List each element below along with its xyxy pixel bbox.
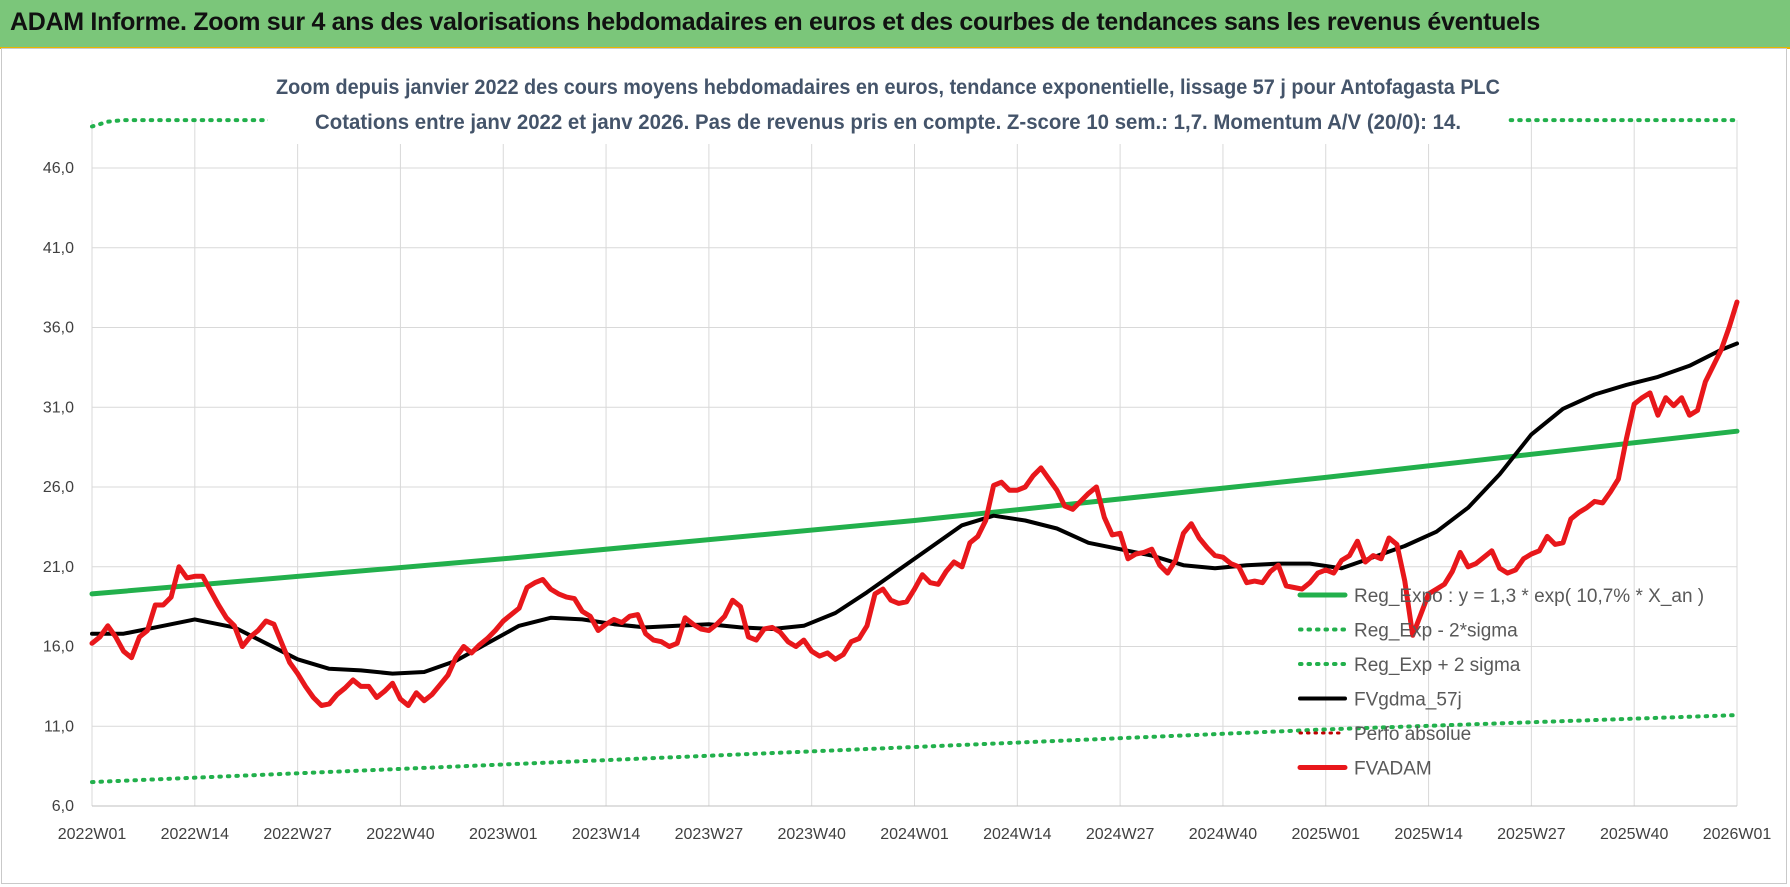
x-tick-label: 2022W40	[366, 826, 435, 843]
axis-ticks: 6,0 11,0 16,0 21,0 26,0 31,0 36,0 41,0 46,0 2022W…	[43, 160, 1771, 843]
title-background	[268, 68, 1508, 144]
x-tick-label: 2024W14	[983, 826, 1052, 843]
y-tick-label: 41,0	[43, 240, 74, 257]
x-tick-label: 2023W40	[777, 826, 846, 843]
banner-title: ADAM Informe. Zoom sur 4 ans des valoris…	[10, 8, 1540, 36]
legend: Reg_Expo : y = 1,3 * exp( 10,7% * X_an )…	[1297, 586, 1704, 780]
y-tick-label: 21,0	[43, 559, 74, 576]
x-tick-label: 2022W27	[263, 826, 332, 843]
x-tick-label: 2024W27	[1086, 826, 1155, 843]
y-tick-label: 11,0	[44, 718, 74, 735]
chart-title: Zoom depuis janvier 2022 des cours moyen…	[276, 76, 1500, 99]
y-tick-label: 6,0	[52, 798, 74, 815]
x-tick-label: 2022W01	[58, 826, 127, 843]
series-fvadam	[89, 299, 1740, 708]
x-tick-label: 2026W01	[1703, 826, 1772, 843]
legend-perfo-absolue-label: Perfo absolue	[1354, 724, 1471, 745]
series-reg-expo	[89, 428, 1740, 597]
y-tick-label: 36,0	[43, 320, 74, 337]
top-banner: ADAM Informe. Zoom sur 4 ans des valoris…	[0, 0, 1790, 49]
x-tick-label: 2023W27	[675, 826, 744, 843]
x-tick-label: 2025W27	[1497, 826, 1566, 843]
x-tick-label: 2024W01	[880, 826, 949, 843]
series-fvgdma-57j	[90, 341, 1739, 676]
legend-fvgdma-label: FVgdma_57j	[1354, 690, 1462, 711]
y-tick-label: 26,0	[43, 479, 74, 496]
legend-fvadam-label: FVADAM	[1354, 759, 1432, 780]
x-tick-label: 2024W40	[1189, 826, 1258, 843]
y-tick-label: 31,0	[43, 399, 74, 416]
chart-frame	[1, 48, 1787, 884]
y-tick-label: 16,0	[43, 639, 74, 656]
grid-lines	[91, 120, 1738, 807]
legend-reg-exp-plus-label: Reg_Exp + 2 sigma	[1354, 655, 1521, 676]
x-tick-label: 2025W40	[1600, 826, 1669, 843]
y-tick-label: 46,0	[43, 160, 74, 177]
x-tick-label: 2023W01	[469, 826, 538, 843]
x-tick-label: 2025W01	[1292, 826, 1361, 843]
x-tick-label: 2025W14	[1394, 826, 1463, 843]
x-tick-label: 2022W14	[161, 826, 230, 843]
chart-subtitle: Cotations entre janv 2022 et janv 2026. …	[315, 111, 1461, 134]
series-reg-exp-minus-2-sigma	[90, 713, 1739, 785]
x-tick-label: 2023W14	[572, 826, 641, 843]
legend-reg-expo-label: Reg_Expo : y = 1,3 * exp( 10,7% * X_an )	[1354, 586, 1704, 607]
legend-reg-exp-minus-label: Reg_Exp - 2*sigma	[1354, 621, 1518, 642]
